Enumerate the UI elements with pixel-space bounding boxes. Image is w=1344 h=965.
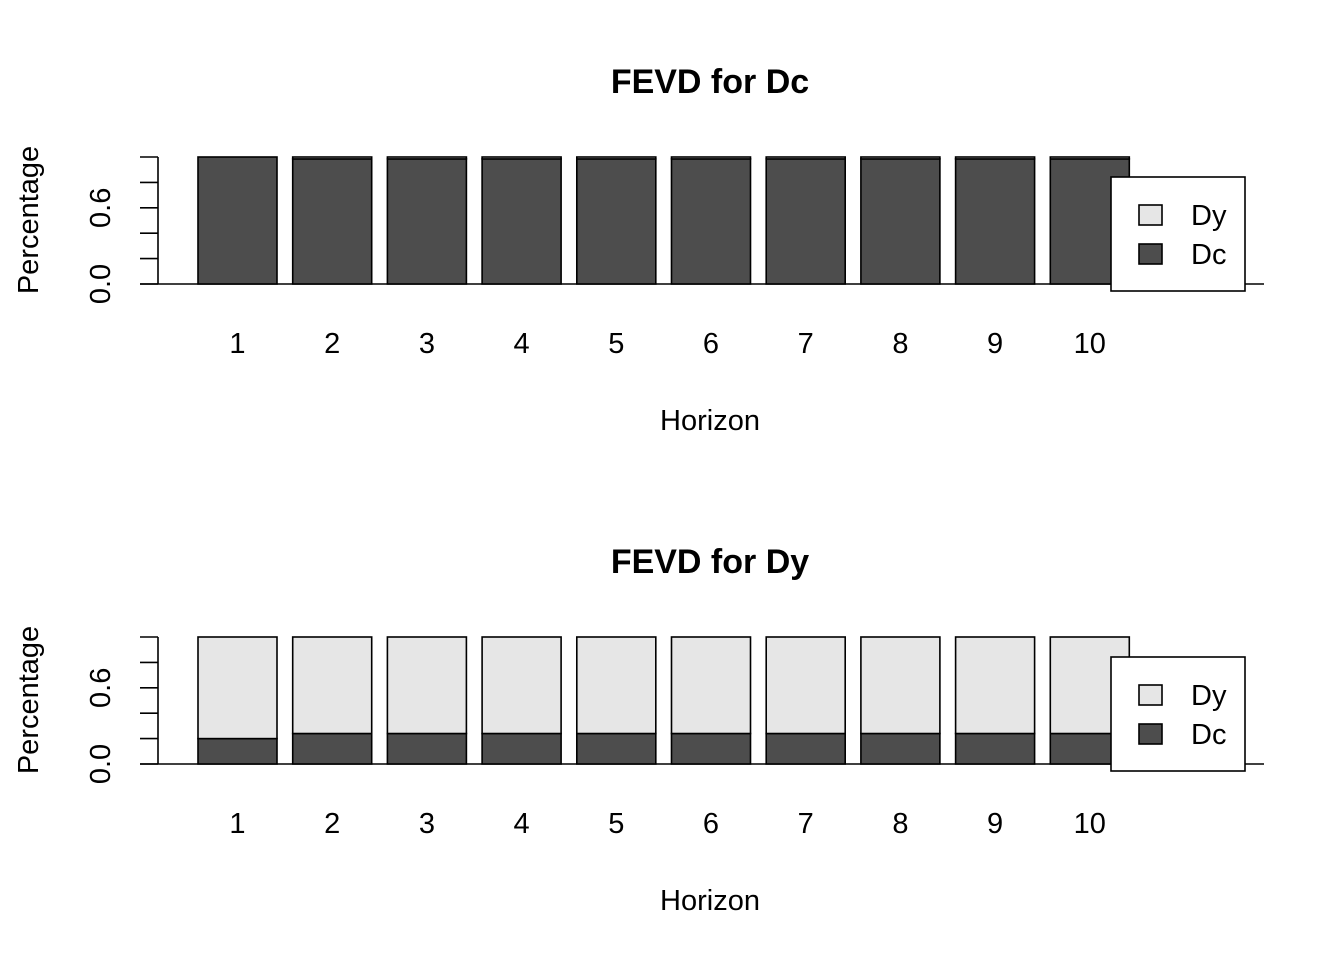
bar-dc-3 [386, 158, 468, 285]
chart-title: FEVD for Dc [611, 63, 809, 101]
x-tick-label: 7 [798, 808, 814, 840]
bar-dy-6 [670, 156, 752, 160]
bar-dc-7 [765, 158, 847, 285]
legend-box [1110, 176, 1246, 292]
bar-dc-1 [197, 156, 278, 285]
y-axis-label: Percentage [13, 626, 45, 774]
y-axis-label: Percentage [13, 146, 45, 294]
legend-label-dy: Dy [1191, 200, 1227, 232]
bar-dy-2 [291, 636, 373, 735]
x-tick-label: 9 [987, 808, 1003, 840]
bar-dy-3 [386, 156, 468, 160]
bar-dc-4 [481, 732, 562, 765]
bar-dc-9 [954, 158, 1036, 285]
legend-label-dc: Dc [1191, 239, 1226, 271]
legend-label-dy: Dy [1191, 680, 1227, 712]
x-tick-label: 7 [798, 328, 814, 360]
legend-label-dc: Dc [1191, 719, 1226, 751]
x-axis-label: Horizon [660, 885, 760, 917]
legend-swatch-dy [1138, 204, 1163, 226]
bar-dc-6 [670, 732, 752, 765]
x-tick-label: 9 [987, 328, 1003, 360]
x-tick-label: 3 [419, 328, 435, 360]
x-tick-label: 3 [419, 808, 435, 840]
x-tick-label: 10 [1074, 328, 1106, 360]
bar-dc-5 [575, 732, 657, 765]
x-tick-label: 10 [1074, 808, 1106, 840]
chart-title: FEVD for Dy [611, 543, 809, 581]
bar-dy-4 [481, 156, 562, 160]
bar-dy-6 [670, 636, 752, 735]
bar-dy-7 [765, 636, 847, 735]
bar-dc-5 [575, 158, 657, 285]
bar-dy-5 [575, 156, 657, 160]
x-tick-label: 4 [514, 808, 530, 840]
x-tick-label: 5 [608, 328, 624, 360]
bar-dy-7 [765, 156, 847, 160]
legend-swatch-dc [1138, 243, 1163, 265]
x-tick-label: 8 [892, 808, 908, 840]
bar-dc-7 [765, 732, 847, 765]
bar-dc-4 [481, 158, 562, 285]
bar-dc-9 [954, 732, 1036, 765]
bar-dc-2 [291, 158, 373, 285]
x-tick-label: 6 [703, 808, 719, 840]
legend-box [1110, 656, 1246, 772]
x-tick-label: 1 [229, 328, 245, 360]
x-tick-label: 1 [229, 808, 245, 840]
y-tick-label: 0.0 [85, 744, 117, 784]
bar-dy-10 [1049, 156, 1131, 160]
bar-dy-8 [860, 156, 941, 160]
y-tick-label: 0.6 [85, 668, 117, 708]
y-tick-label: 0.6 [85, 188, 117, 228]
x-tick-label: 8 [892, 328, 908, 360]
bar-dy-1 [197, 636, 278, 740]
bar-dy-5 [575, 636, 657, 735]
x-tick-label: 6 [703, 328, 719, 360]
bar-dc-3 [386, 732, 468, 765]
x-axis-label: Horizon [660, 405, 760, 437]
bar-dy-9 [954, 636, 1036, 735]
bar-dy-9 [954, 156, 1036, 160]
legend-swatch-dc [1138, 723, 1163, 745]
bar-dc-1 [197, 737, 278, 765]
bar-dy-4 [481, 636, 562, 735]
bar-dc-6 [670, 158, 752, 285]
bar-dc-8 [860, 158, 941, 285]
bar-dy-8 [860, 636, 941, 735]
x-tick-label: 2 [324, 808, 340, 840]
x-tick-label: 5 [608, 808, 624, 840]
x-tick-label: 2 [324, 328, 340, 360]
x-tick-label: 4 [514, 328, 530, 360]
bar-dy-3 [386, 636, 468, 735]
y-tick-label: 0.0 [85, 264, 117, 304]
legend-swatch-dy [1138, 684, 1163, 706]
bar-dc-8 [860, 732, 941, 765]
bar-dc-2 [291, 732, 373, 765]
bar-dy-2 [291, 156, 373, 160]
